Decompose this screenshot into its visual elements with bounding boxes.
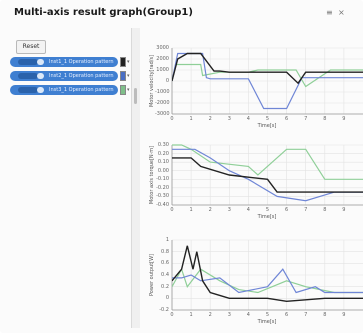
x-tick-label: 3 xyxy=(227,312,231,318)
x-tick-label: 7 xyxy=(304,207,308,213)
y-tick-label: 0 xyxy=(165,78,169,84)
series-line-2 xyxy=(172,268,363,294)
x-tick-label: 5 xyxy=(265,207,270,213)
y-tick-label: 0.2 xyxy=(161,283,169,290)
title-bar: Multi-axis result graph(Group1) ≡ × xyxy=(0,0,363,28)
y-tick-label: -0.2 xyxy=(159,307,169,313)
series-line-3 xyxy=(172,144,363,180)
x-tick-label: 1 xyxy=(189,207,193,213)
x-tick-label: 7 xyxy=(304,312,308,318)
series-line-1 xyxy=(172,52,363,85)
toggle-knob xyxy=(37,87,44,93)
x-tick-label: 7 xyxy=(304,116,308,122)
series-line-3 xyxy=(172,267,363,294)
x-axis-label: Time[s] xyxy=(257,123,277,129)
y-tick-label: -0.40 xyxy=(156,202,169,208)
y-tick-label: 0 xyxy=(165,295,169,302)
close-icon[interactable]: × xyxy=(338,8,345,17)
chevron-down-icon[interactable]: ▾ xyxy=(127,73,130,79)
y-tick-label: -1000 xyxy=(155,89,170,95)
toggle-track xyxy=(18,73,38,79)
x-tick-label: 8 xyxy=(323,312,327,318)
y-tick-label: 0.8 xyxy=(161,248,169,255)
x-tick-label: 4 xyxy=(246,312,250,318)
x-axis-label: Time[s] xyxy=(257,214,277,220)
x-tick-label: 1 xyxy=(189,312,193,318)
series-label: Inst1_1 Operation pattern xyxy=(49,59,114,65)
x-tick-label: 4 xyxy=(246,116,250,122)
series-toggle-pill[interactable]: Inst1_1 Operation pattern xyxy=(10,57,118,67)
y-tick-label: 0.4 xyxy=(161,272,169,278)
x-tick-label: 6 xyxy=(285,116,289,122)
toggle-knob xyxy=(37,59,44,65)
y-tick-label: -3000 xyxy=(155,111,170,117)
series-toggle-pill[interactable]: Inst2_1 Operation pattern xyxy=(10,71,118,81)
toggle-track xyxy=(18,87,38,93)
series-label: Inst3_1 Operation pattern xyxy=(49,87,114,93)
color-swatch[interactable] xyxy=(120,71,126,81)
window-title: Multi-axis result graph(Group1) xyxy=(14,7,193,18)
more-icon[interactable]: ≡ xyxy=(326,8,333,17)
series-line-3 xyxy=(172,63,363,88)
chevron-down-icon[interactable]: ▾ xyxy=(127,87,130,93)
y-tick-label: -0.20 xyxy=(156,184,169,191)
x-tick-label: 3 xyxy=(227,116,231,122)
x-tick-label: 9 xyxy=(342,207,346,213)
series-toggle-1[interactable]: Inst1_1 Operation pattern ▾ xyxy=(10,56,130,68)
x-tick-label: 2 xyxy=(208,116,212,122)
x-tick-label: 0 xyxy=(170,207,174,213)
y-tick-label: 0.10 xyxy=(157,159,169,166)
y-tick-label: 0.6 xyxy=(161,260,169,267)
y-tick-label: 3000 xyxy=(156,45,169,51)
x-tick-label: 8 xyxy=(323,207,327,213)
series-line-2 xyxy=(172,148,363,202)
x-tick-label: 3 xyxy=(227,207,231,213)
toggle-track xyxy=(18,59,38,65)
x-tick-label: 2 xyxy=(208,312,212,318)
y-tick-label: 1000 xyxy=(156,67,169,73)
x-tick-label: 6 xyxy=(285,312,289,318)
x-tick-label: 9 xyxy=(342,116,346,122)
series-line-2 xyxy=(172,52,363,110)
y-tick-label: -0.10 xyxy=(156,176,169,183)
x-tick-label: 1 xyxy=(189,116,193,122)
x-tick-label: 5 xyxy=(265,312,270,318)
series-line-1 xyxy=(172,157,363,193)
x-tick-label: 9 xyxy=(342,312,346,318)
color-swatch[interactable] xyxy=(120,57,126,67)
chevron-down-icon[interactable]: ▾ xyxy=(127,59,130,65)
series-toggle-2[interactable]: Inst2_1 Operation pattern ▾ xyxy=(10,70,130,82)
x-tick-label: 0 xyxy=(170,312,174,318)
series-panel: Reset Inst1_1 Operation pattern ▾ Inst2_… xyxy=(10,36,130,326)
series-toggle-3[interactable]: Inst3_1 Operation pattern ▾ xyxy=(10,84,130,96)
y-tick-label: 2000 xyxy=(156,56,169,62)
series-toggle-pill[interactable]: Inst3_1 Operation pattern xyxy=(10,85,118,95)
x-tick-label: 2 xyxy=(208,207,212,213)
x-tick-label: 5 xyxy=(265,116,270,122)
y-tick-label: 0.00 xyxy=(157,167,169,174)
y-tick-label: -0.30 xyxy=(156,193,169,200)
series-line-1 xyxy=(172,245,363,303)
x-tick-label: 6 xyxy=(285,207,289,213)
y-tick-label: 0.20 xyxy=(157,150,169,157)
panel-splitter[interactable] xyxy=(131,28,140,328)
x-tick-label: 0 xyxy=(170,116,174,122)
x-tick-label: 8 xyxy=(323,116,327,122)
x-tick-label: 4 xyxy=(246,207,250,213)
y-tick-label: 0.30 xyxy=(157,142,169,148)
y-tick-label: 1 xyxy=(165,237,169,243)
reset-button[interactable]: Reset xyxy=(16,40,46,54)
splitter-grip[interactable] xyxy=(134,88,137,104)
y-tick-label: -2000 xyxy=(155,100,170,106)
series-label: Inst2_1 Operation pattern xyxy=(49,73,114,79)
color-swatch[interactable] xyxy=(120,85,126,95)
x-axis-label: Time[s] xyxy=(257,319,277,325)
toggle-knob xyxy=(37,73,44,79)
